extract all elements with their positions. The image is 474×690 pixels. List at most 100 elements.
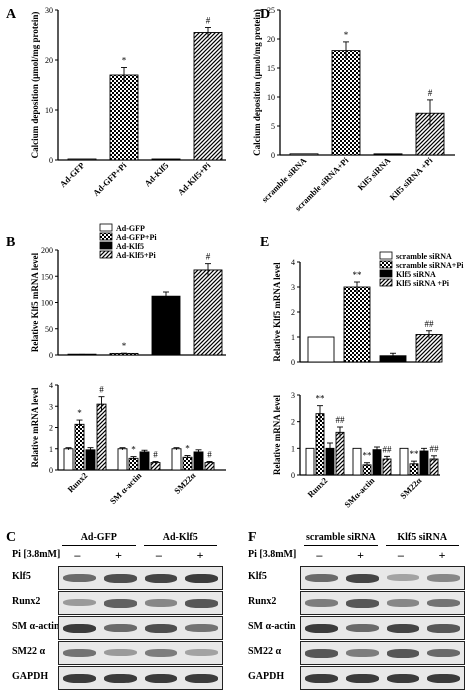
- significance-label: #: [153, 450, 158, 460]
- significance-label: *: [122, 56, 127, 66]
- legend-label: Ad-Klf5+Pi: [116, 251, 156, 260]
- y-tick-label: 0: [49, 466, 53, 475]
- x-tick-label: Klf5 siRNA +Pi: [388, 155, 435, 202]
- y-tick-label: 4: [291, 258, 295, 267]
- treatment-sign: –: [74, 548, 81, 562]
- blot-band: [144, 574, 178, 584]
- bar: [193, 32, 223, 161]
- group-label: Ad-Klf5: [162, 532, 198, 543]
- legend-label: scramble siRNA: [396, 252, 452, 261]
- blot-row-label: SM22 α: [248, 646, 282, 657]
- bar: [307, 336, 335, 363]
- y-tick-label: 50: [45, 325, 53, 334]
- panel-letter: F: [248, 530, 257, 545]
- chart-a: A 0 10 20 30 Calcium deposition (μmol/mg prot…: [6, 6, 226, 198]
- bar: [289, 153, 319, 156]
- blot-strip: [58, 566, 223, 590]
- blot-band: [63, 599, 96, 607]
- blot-strip: [300, 566, 465, 590]
- blot-band: [103, 599, 137, 608]
- x-tick-label: SM22α: [172, 470, 198, 496]
- y-tick-label: 5: [271, 122, 275, 131]
- significance-label: #: [207, 450, 212, 460]
- bar: [305, 447, 315, 476]
- significance-label: *: [344, 30, 349, 40]
- treatment-sign: +: [357, 548, 364, 562]
- blot-row-label: GAPDH: [12, 671, 49, 682]
- blot-band: [103, 574, 137, 583]
- significance-label: ##: [383, 444, 393, 454]
- y-tick-label: 25: [267, 6, 275, 15]
- bar: [151, 295, 181, 356]
- bar: [193, 451, 204, 471]
- y-tick-label: 4: [49, 381, 53, 390]
- significance-label: **: [316, 394, 326, 404]
- legend-swatch: [99, 241, 113, 250]
- x-tick-label: Ad-GFP+Pi: [91, 160, 129, 198]
- blot-strip: [58, 666, 223, 690]
- bar: [96, 403, 107, 471]
- y-tick-label: 2: [291, 418, 295, 427]
- blot-band: [103, 624, 137, 633]
- y-tick-label: 3: [49, 402, 53, 411]
- legend-label: Ad-GFP+Pi: [116, 233, 157, 242]
- treatment-sign: +: [196, 548, 204, 562]
- legend-label: Ad-Klf5: [116, 242, 144, 251]
- blot-band: [305, 649, 338, 658]
- y-tick-label: 2: [291, 308, 295, 317]
- bar: [315, 413, 325, 476]
- significance-label: ##: [430, 444, 440, 454]
- blot-band: [386, 649, 420, 658]
- bar: [151, 158, 181, 161]
- bar: [74, 423, 85, 471]
- blot-band: [63, 674, 96, 684]
- x-tick-label: Runx2: [65, 470, 89, 494]
- blot-band: [427, 674, 460, 684]
- significance-label: #: [428, 88, 433, 98]
- significance-label: ##: [336, 415, 346, 425]
- panel-letter: C: [6, 530, 17, 545]
- bar: [204, 462, 215, 471]
- blot-band: [103, 649, 137, 657]
- blot-band: [305, 674, 338, 684]
- significance-label: **: [410, 449, 420, 459]
- legend-label: scramble siRNA+Pi: [396, 261, 464, 270]
- blot-band: [185, 599, 218, 608]
- chart-e2: 0 1 2 3 Relative mRNA level ** ## Runx2 ** ## SMα-…: [272, 391, 440, 509]
- y-tick-label: 10: [45, 106, 53, 115]
- bar: [63, 448, 74, 471]
- blot-strip: [300, 616, 465, 640]
- bar: [343, 286, 371, 363]
- y-tick-label: 150: [41, 272, 53, 281]
- y-axis-label: Relative Klf5 mRNA level: [272, 262, 282, 362]
- bar: [193, 269, 223, 356]
- blot-band: [345, 599, 379, 608]
- blot-band: [63, 624, 96, 634]
- x-tick-label: Ad-GFP: [58, 160, 87, 189]
- blot-band: [63, 649, 96, 658]
- blot-strip: [58, 591, 223, 615]
- blot-strip: [58, 616, 223, 640]
- group-underline: [304, 545, 378, 546]
- blot-band: [345, 674, 379, 684]
- blot-band: [305, 599, 338, 607]
- y-tick-label: 0: [291, 471, 295, 480]
- blot-band: [386, 599, 420, 607]
- bar: [150, 462, 161, 471]
- bar: [331, 50, 361, 156]
- blot-band: [345, 574, 379, 584]
- significance-label: *: [122, 341, 127, 351]
- significance-label: #: [99, 385, 104, 395]
- blot-row-label: SM α-actin: [248, 621, 296, 632]
- significance-label: *: [131, 445, 136, 455]
- blot-band: [305, 574, 338, 583]
- bar: [171, 448, 182, 471]
- significance-label: **: [363, 451, 373, 461]
- blot-band: [103, 674, 137, 684]
- bar: [399, 447, 409, 476]
- bar: [415, 334, 443, 363]
- panel-letter: A: [6, 7, 17, 22]
- legend-swatch: [99, 223, 113, 232]
